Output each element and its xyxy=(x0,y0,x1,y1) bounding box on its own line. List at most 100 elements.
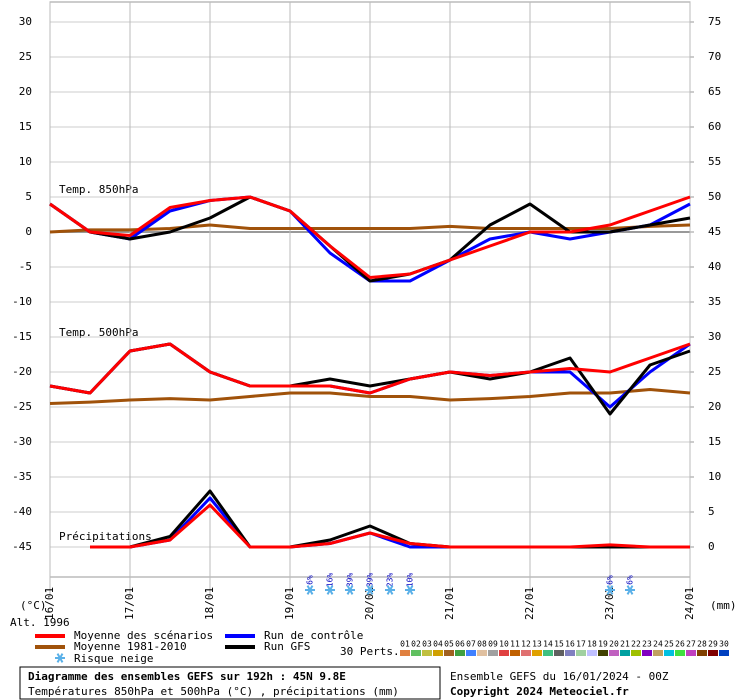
snow-icon xyxy=(305,585,315,595)
y-tick-label: -30 xyxy=(12,435,32,448)
perturbation-swatch xyxy=(675,650,685,656)
x-tick-label: 16/01 xyxy=(43,587,56,620)
y-tick-label: -25 xyxy=(12,400,32,413)
y2-tick-label: 65 xyxy=(708,85,721,98)
y2-tick-label: 25 xyxy=(708,365,721,378)
perturbation-swatch xyxy=(543,650,553,656)
y2-tick-label: 70 xyxy=(708,50,721,63)
perturbations-label: 30 Perts. xyxy=(340,645,400,658)
perturbation-label: 22 xyxy=(631,640,641,649)
perturbation-label: 02 xyxy=(411,640,421,649)
perturbation-swatch xyxy=(433,650,443,656)
y2-tick-label: 5 xyxy=(708,505,715,518)
legend-label: Run de contrôle xyxy=(264,629,363,642)
snow-icon-stroke xyxy=(606,585,614,595)
y-tick-label: -40 xyxy=(12,505,32,518)
perturbation-swatch xyxy=(499,650,509,656)
perturbation-label: 06 xyxy=(455,640,465,649)
perturbation-swatch xyxy=(697,650,707,656)
y2-tick-label: 35 xyxy=(708,295,721,308)
perturbation-swatch xyxy=(653,650,663,656)
series-line xyxy=(90,503,690,549)
perturbation-label: 01 xyxy=(400,640,410,649)
perturbation-swatch xyxy=(631,650,641,656)
y2-tick-label: 10 xyxy=(708,470,721,483)
legend-label: Moyenne 1981-2010 xyxy=(74,640,187,653)
perturbation-label: 08 xyxy=(477,640,487,649)
perturbation-label: 13 xyxy=(532,640,542,649)
snow-icon-stroke xyxy=(386,585,394,595)
snow-icon-stroke xyxy=(366,585,374,595)
y2-tick-label: 0 xyxy=(708,540,715,553)
x-tick-label: 22/01 xyxy=(523,587,536,620)
y2-tick-label: 30 xyxy=(708,330,721,343)
snow-risk-label: 6% xyxy=(606,575,615,585)
y2-tick-label: 20 xyxy=(708,400,721,413)
y-tick-label: -35 xyxy=(12,470,32,483)
series-line xyxy=(49,388,691,405)
snow-risk-label: 39% xyxy=(366,573,375,588)
perturbation-swatch xyxy=(642,650,652,656)
footer-copyright: Copyright 2024 Meteociel.fr xyxy=(450,685,629,698)
perturbation-label: 25 xyxy=(664,640,674,649)
y2-tick-label: 40 xyxy=(708,260,721,273)
y-axis-label: (°C) xyxy=(20,599,47,612)
perturbation-label: 29 xyxy=(708,640,718,649)
snow-icon xyxy=(625,585,635,595)
perturbation-swatch xyxy=(686,650,696,656)
perturbation-swatch xyxy=(576,650,586,656)
perturbation-swatch xyxy=(477,650,487,656)
perturbation-label: 17 xyxy=(576,640,586,649)
footer-title: Diagramme des ensembles GEFS sur 192h : … xyxy=(28,670,346,683)
y-tick-label: -20 xyxy=(12,365,32,378)
perturbation-label: 21 xyxy=(620,640,630,649)
snow-icon xyxy=(325,585,335,595)
perturbation-label: 20 xyxy=(609,640,619,649)
y-tick-label: 10 xyxy=(19,155,32,168)
perturbation-label: 05 xyxy=(444,640,454,649)
y-tick-label: 15 xyxy=(19,120,32,133)
snow-icon-stroke xyxy=(326,585,334,595)
perturbation-swatch xyxy=(620,650,630,656)
perturbation-swatch xyxy=(554,650,564,656)
perturbation-label: 14 xyxy=(543,640,553,649)
perturbation-label: 24 xyxy=(653,640,663,649)
perturbation-label: 11 xyxy=(510,640,520,649)
y-tick-label: 25 xyxy=(19,50,32,63)
perturbation-label: 10 xyxy=(499,640,509,649)
y2-tick-label: 50 xyxy=(708,190,721,203)
perturbation-label: 30 xyxy=(719,640,729,649)
perturbation-label: 23 xyxy=(642,640,652,649)
y-tick-label: -10 xyxy=(12,295,32,308)
snow-icon-stroke xyxy=(56,653,64,663)
x-tick-label: 24/01 xyxy=(683,587,696,620)
perturbation-swatch xyxy=(532,650,542,656)
perturbation-label: 04 xyxy=(433,640,443,649)
series-line xyxy=(49,342,691,395)
perturbation-swatch xyxy=(466,650,476,656)
perturbation-swatch xyxy=(411,650,421,656)
panel-label: Précipitations xyxy=(59,530,152,543)
snow-icon xyxy=(385,585,395,595)
y2-tick-label: 75 xyxy=(708,15,721,28)
snow-icon xyxy=(55,653,65,663)
y2-tick-label: 60 xyxy=(708,120,721,133)
x-tick-label: 17/01 xyxy=(123,587,136,620)
x-tick-label: 18/01 xyxy=(203,587,216,620)
y2-tick-label: 15 xyxy=(708,435,721,448)
snow-icon-stroke xyxy=(626,585,634,595)
snow-icon-stroke xyxy=(346,585,354,595)
snow-risk-label: 39% xyxy=(346,573,355,588)
y2-axis-label: (mm) xyxy=(710,599,737,612)
perturbation-swatch xyxy=(422,650,432,656)
snow-icon-stroke xyxy=(306,585,314,595)
perturbation-swatch xyxy=(708,650,718,656)
perturbation-swatch xyxy=(400,650,410,656)
legend-label: Run GFS xyxy=(264,640,310,653)
perturbation-label: 26 xyxy=(675,640,685,649)
snow-risk-label: 10% xyxy=(406,573,415,588)
snow-risk-label: 6% xyxy=(626,575,635,585)
y-tick-label: 30 xyxy=(19,15,32,28)
perturbation-swatch xyxy=(587,650,597,656)
